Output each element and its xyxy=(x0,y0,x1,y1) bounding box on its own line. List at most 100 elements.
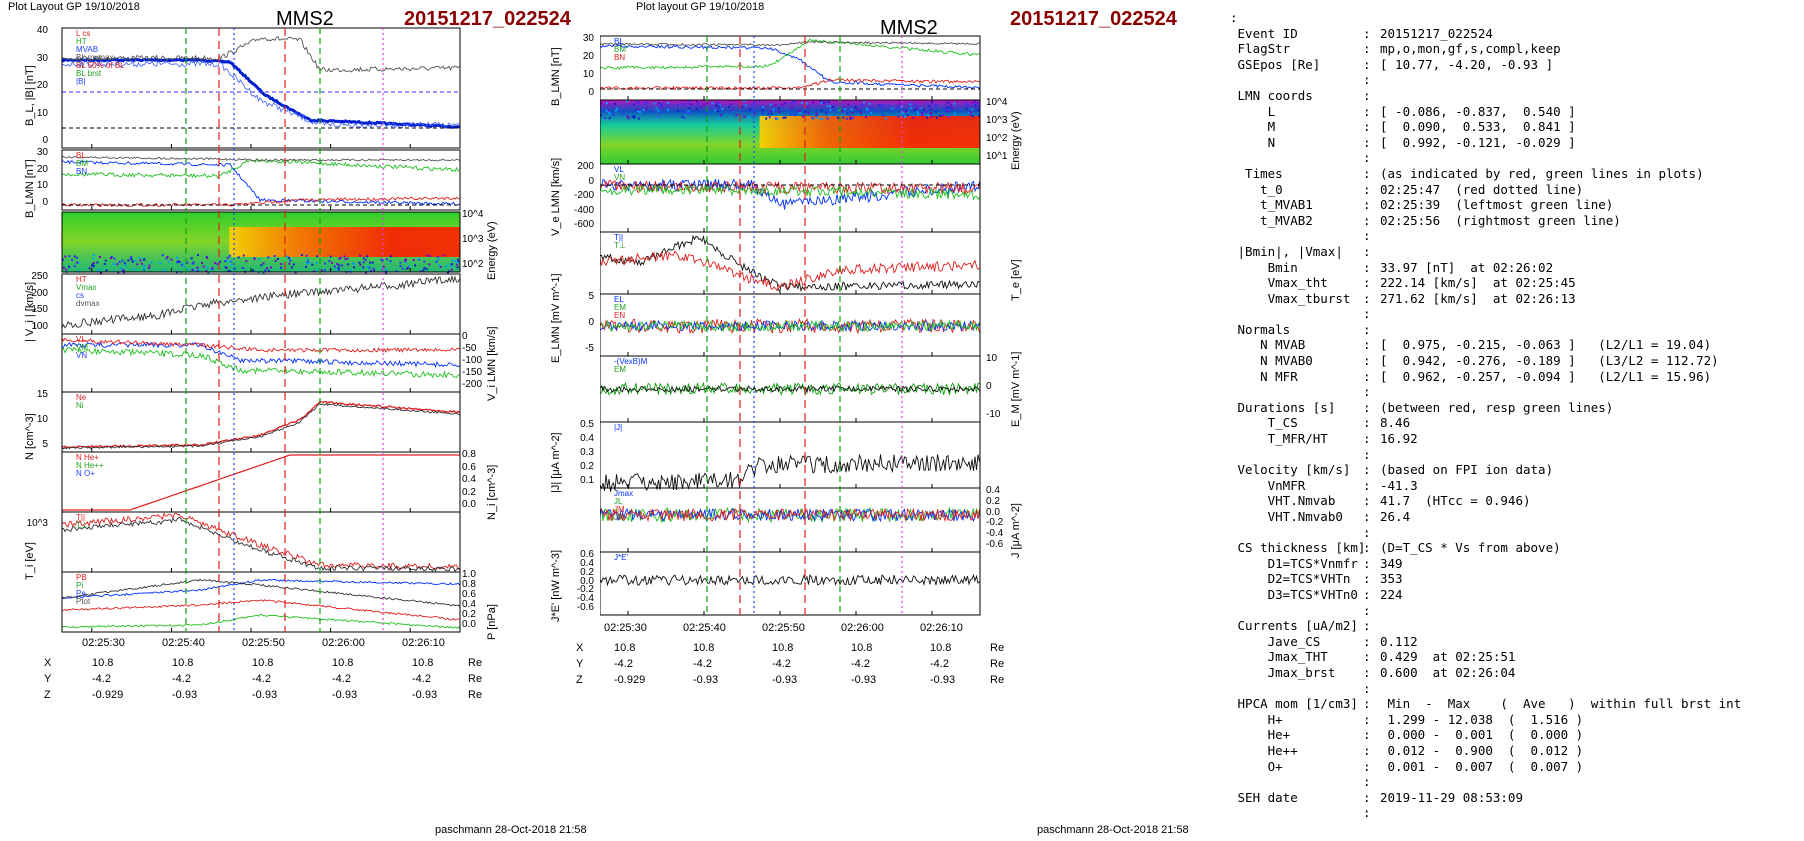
info-value: -41.3 xyxy=(1380,477,1418,493)
spectrogram-speckle xyxy=(905,110,908,112)
spectrogram-speckle xyxy=(127,259,130,262)
panel-9-tick: -0.4 xyxy=(576,593,594,605)
info-key: Times xyxy=(1230,165,1283,181)
info-colon: : xyxy=(1363,664,1371,680)
info-value: 33.97 [nT] at 02:26:02 xyxy=(1380,259,1554,275)
spectrogram-speckle xyxy=(677,104,680,106)
position-value: -4.2 xyxy=(252,673,271,685)
position-value: -0.93 xyxy=(252,689,278,701)
spectrogram-speckle xyxy=(193,269,196,272)
spectrogram-speckle xyxy=(96,261,99,264)
info-colon: : xyxy=(1363,243,1371,259)
spectrogram-speckle xyxy=(849,115,852,118)
info-value: [ 0.992, -0.121, -0.029 ] xyxy=(1380,134,1576,150)
panel-3-ylabel: Energy (eV) xyxy=(486,221,498,280)
panel-8-tick: 0.4 xyxy=(986,485,1000,496)
info-row: t_MVAB1:02:25:39 (leftmost green line) xyxy=(1230,197,1613,213)
spectrogram-speckle xyxy=(605,109,608,112)
spectrogram-speckle xyxy=(280,266,282,269)
spectrogram-speckle xyxy=(121,259,124,262)
panel-9-tick: 0.0 xyxy=(462,619,476,630)
panel-1 xyxy=(61,27,461,149)
info-key: Currents [uA/m2] xyxy=(1230,618,1358,634)
panel-7-tick: 0.0 xyxy=(462,499,476,510)
panel-7 xyxy=(61,451,461,513)
info-row: T_CS:8.46 xyxy=(1230,415,1410,431)
spectrogram-speckle xyxy=(138,256,141,259)
panel-1-legend: L cs xyxy=(76,29,91,38)
spectrogram-speckle xyxy=(186,268,189,271)
spectrogram-speckle xyxy=(828,114,831,117)
info-colon: : xyxy=(1363,805,1371,821)
right-spacecraft-title: MMS2 xyxy=(880,17,938,39)
spectrogram-speckle xyxy=(368,266,371,269)
spectrogram-speckle xyxy=(914,104,917,107)
spectrogram-speckle xyxy=(854,106,857,109)
info-value: 8.46 xyxy=(1380,415,1411,431)
series-line xyxy=(600,78,980,91)
position-row-label: Y xyxy=(44,673,52,685)
series-line xyxy=(600,234,980,293)
info-row: D1=TCS*Vnmfr:349 xyxy=(1230,556,1403,572)
series-line xyxy=(61,337,460,353)
spectrogram-speckle xyxy=(435,260,438,263)
panel-9 xyxy=(600,551,981,616)
spectrogram-speckle xyxy=(163,269,166,272)
spectrogram-speckle xyxy=(660,105,663,108)
spectrogram-speckle xyxy=(837,109,840,112)
spectrogram-speckle xyxy=(969,113,972,116)
spectrogram-speckle xyxy=(289,259,292,262)
info-colon: : xyxy=(1363,87,1371,103)
info-colon: : xyxy=(1363,462,1371,478)
spectrogram-speckle xyxy=(291,266,293,269)
panel-5-legend: VL xyxy=(76,335,86,344)
spectrogram-speckle xyxy=(847,103,850,106)
info-key: LMN coords xyxy=(1230,87,1313,103)
spectrogram-speckle xyxy=(445,265,448,268)
spectrogram-speckle xyxy=(688,107,691,109)
panel-8-tick: 10^3 xyxy=(26,518,48,529)
spectrogram-speckle xyxy=(917,113,920,116)
spectrogram-speckle xyxy=(306,260,309,263)
position-value: 10.8 xyxy=(930,642,952,654)
info-row: Jave_CS:0.112 xyxy=(1230,634,1418,650)
spectrogram-speckle xyxy=(826,117,829,120)
spectrogram-speckle xyxy=(422,269,425,272)
panel-3-legend: VN xyxy=(614,173,626,182)
info-key: t_MVAB2 xyxy=(1230,212,1313,228)
info-row: N: [ 0.992, -0.121, -0.029 ] xyxy=(1230,135,1576,151)
spectrogram-speckle xyxy=(655,107,658,110)
panel-2-ylabel: Energy (eV) xyxy=(1010,111,1022,170)
info-top-colon: : xyxy=(1230,10,1238,25)
spectrogram-speckle xyxy=(371,261,374,264)
spectrogram-speckle xyxy=(769,103,772,106)
spectrogram-speckle xyxy=(636,101,639,104)
panel-2 xyxy=(600,99,981,165)
spectrogram-speckle xyxy=(450,268,453,271)
spectrogram-speckle xyxy=(821,117,824,120)
info-value: 0.112 xyxy=(1380,633,1418,649)
spectrogram-speckle xyxy=(774,104,777,107)
spectrogram-speckle xyxy=(825,112,828,115)
panel-1-legend: HT xyxy=(76,37,87,46)
spectrogram-speckle xyxy=(206,256,209,259)
spectrogram-speckle xyxy=(218,260,221,263)
panel-6-tick: 10 xyxy=(986,353,998,364)
info-row: t_MVAB2:02:25:56 (rightmost green line) xyxy=(1230,212,1621,229)
spectrogram-speckle xyxy=(658,102,661,105)
spectrogram-speckle xyxy=(91,263,94,266)
panel-7-tick: 0.6 xyxy=(462,461,476,473)
panel-1-tick: 20 xyxy=(582,51,594,62)
panel-8-tick: -0.4 xyxy=(986,528,1004,540)
spectrogram-speckle xyxy=(92,254,95,257)
spectrogram-speckle xyxy=(129,256,132,259)
spectrogram-speckle xyxy=(921,114,924,117)
info-colon: : xyxy=(1363,540,1371,556)
position-value: -0.929 xyxy=(92,689,124,701)
spectrogram-speckle xyxy=(768,116,771,119)
panel-9-tick: 0.6 xyxy=(580,549,594,560)
panel-frame xyxy=(61,211,461,273)
spectrogram-speckle xyxy=(622,112,625,115)
position-row-label: Z xyxy=(44,689,51,701)
position-unit: Re xyxy=(990,658,1005,670)
